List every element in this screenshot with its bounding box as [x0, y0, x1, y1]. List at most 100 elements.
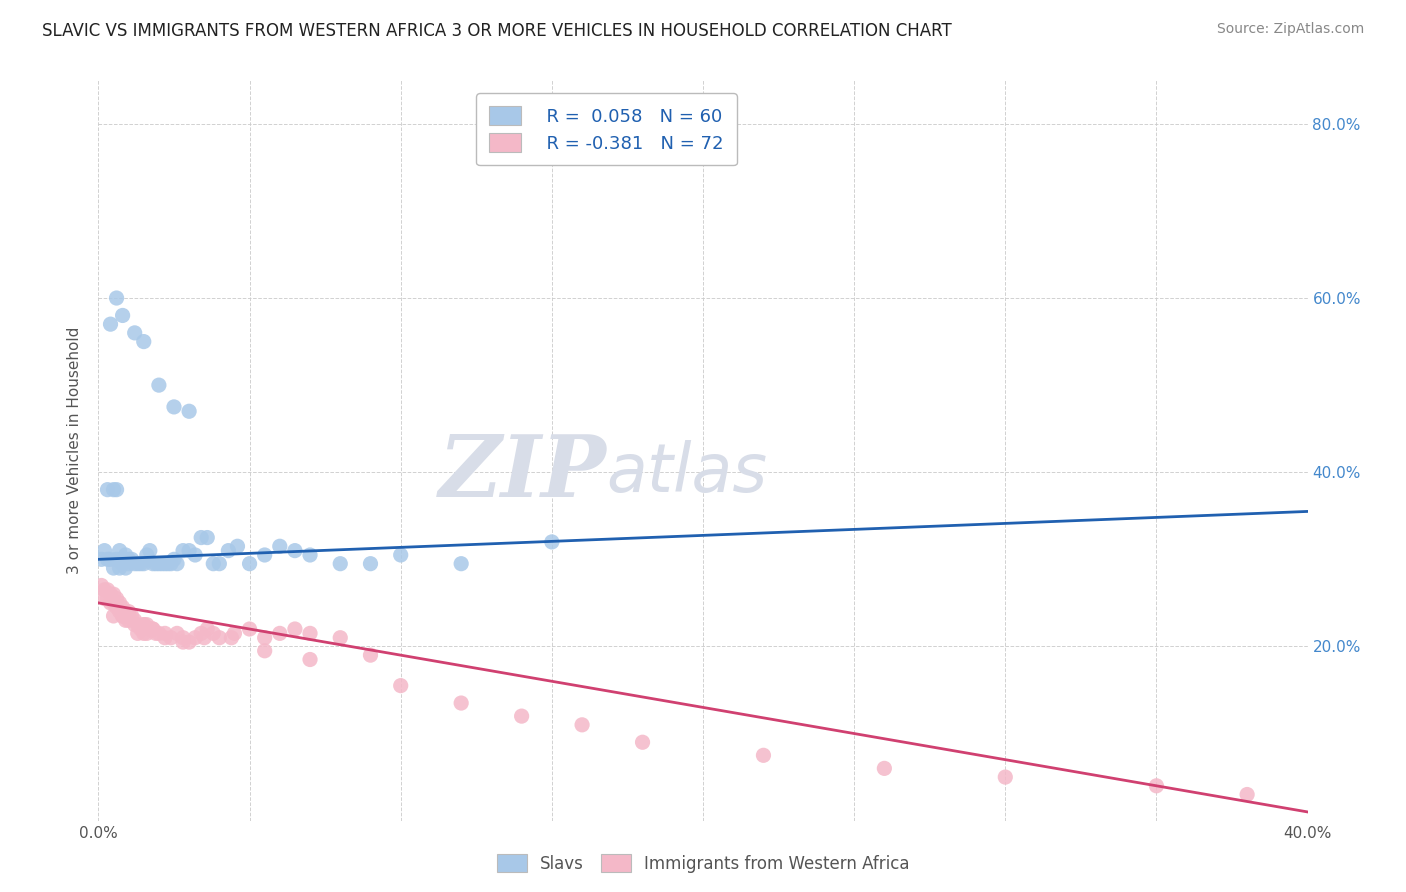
Point [195, 531, 218, 545]
Point [269, 626, 291, 640]
Point [100, 596, 122, 610]
Point [129, 557, 152, 571]
Point [111, 309, 134, 323]
Point [360, 648, 382, 662]
Point [184, 548, 207, 562]
Point [93, 582, 115, 597]
Point [179, 635, 201, 649]
Point [389, 548, 412, 562]
Point [108, 596, 131, 610]
Text: atlas: atlas [606, 440, 768, 506]
Point [153, 631, 176, 645]
Point [103, 596, 125, 610]
Point [239, 622, 262, 636]
Point [184, 631, 207, 645]
Point [299, 548, 322, 562]
Point [111, 557, 134, 571]
Point [114, 548, 136, 562]
Point [132, 617, 155, 632]
Point [217, 543, 239, 558]
Legend: Slavs, Immigrants from Western Africa: Slavs, Immigrants from Western Africa [489, 847, 917, 880]
Point [132, 626, 155, 640]
Point [135, 626, 157, 640]
Point [193, 631, 215, 645]
Point [103, 561, 125, 575]
Point [1144, 779, 1167, 793]
Point [118, 552, 141, 566]
Point [202, 626, 225, 640]
Point [269, 539, 291, 553]
Point [108, 543, 131, 558]
Point [202, 557, 225, 571]
Point [103, 483, 125, 497]
Point [148, 557, 170, 571]
Point [111, 600, 134, 615]
Point [139, 622, 162, 636]
Point [105, 291, 128, 305]
Point [132, 557, 155, 571]
Point [124, 617, 146, 632]
Point [105, 483, 128, 497]
Point [132, 617, 155, 632]
Point [142, 557, 165, 571]
Point [153, 626, 176, 640]
Point [166, 557, 188, 571]
Point [121, 552, 143, 566]
Point [156, 557, 179, 571]
Point [179, 543, 201, 558]
Point [100, 552, 122, 566]
Point [142, 622, 165, 636]
Y-axis label: 3 or more Vehicles in Household: 3 or more Vehicles in Household [67, 326, 83, 574]
Point [132, 334, 155, 349]
Point [299, 626, 322, 640]
Point [299, 652, 322, 666]
Point [124, 557, 146, 571]
Point [540, 535, 562, 549]
Point [129, 622, 152, 636]
Point [142, 622, 165, 636]
Point [208, 557, 231, 571]
Point [121, 609, 143, 624]
Point [105, 600, 128, 615]
Text: SLAVIC VS IMMIGRANTS FROM WESTERN AFRICA 3 OR MORE VEHICLES IN HOUSEHOLD CORRELA: SLAVIC VS IMMIGRANTS FROM WESTERN AFRICA… [42, 22, 952, 40]
Point [108, 605, 131, 619]
Point [93, 543, 115, 558]
Point [253, 548, 276, 562]
Point [148, 626, 170, 640]
Point [90, 578, 112, 592]
Point [450, 696, 472, 710]
Point [150, 557, 173, 571]
Point [571, 718, 593, 732]
Point [118, 557, 141, 571]
Point [103, 587, 125, 601]
Point [105, 552, 128, 566]
Point [111, 609, 134, 624]
Point [118, 605, 141, 619]
Point [360, 557, 382, 571]
Point [160, 557, 183, 571]
Point [108, 561, 131, 575]
Point [195, 622, 218, 636]
Point [253, 644, 276, 658]
Point [179, 404, 201, 418]
Point [631, 735, 654, 749]
Point [284, 622, 307, 636]
Point [284, 543, 307, 558]
Point [114, 561, 136, 575]
Point [127, 626, 149, 640]
Point [329, 631, 352, 645]
Point [208, 631, 231, 645]
Point [190, 626, 212, 640]
Point [172, 635, 194, 649]
Point [96, 552, 118, 566]
Point [100, 587, 122, 601]
Point [139, 543, 162, 558]
Point [135, 548, 157, 562]
Point [450, 557, 472, 571]
Point [105, 591, 128, 606]
Point [172, 543, 194, 558]
Point [994, 770, 1017, 784]
Point [172, 631, 194, 645]
Point [239, 557, 262, 571]
Text: ZIP: ZIP [439, 431, 606, 515]
